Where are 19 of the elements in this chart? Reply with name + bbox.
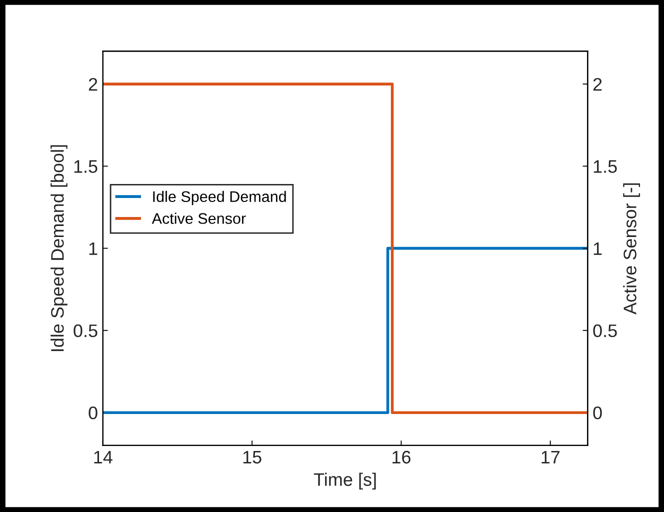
- y-tick-label: 0: [88, 406, 98, 420]
- x-tick-label: 14: [94, 450, 112, 464]
- y-tick-label: 2: [88, 78, 98, 91]
- y2-tick-label: 1: [594, 242, 602, 255]
- x-axis-title: Time [s]: [314, 472, 376, 490]
- y-tick-label: 0.5: [74, 324, 98, 338]
- y2-tick-label: 0: [593, 406, 602, 420]
- y2-tick-label: 1.5: [594, 160, 617, 173]
- legend-label: Active Sensor: [152, 212, 246, 224]
- x-tick-label: 16: [392, 450, 410, 464]
- y2-tick-label: 2: [593, 78, 602, 91]
- x-tick-label: 15: [243, 450, 262, 464]
- y2-tick-label: 0.5: [593, 324, 617, 338]
- legend-label: Idle Speed Demand: [153, 190, 286, 206]
- y-axis-title: Idle Speed Demand [bool]: [50, 145, 68, 352]
- x-tick-label: 17: [542, 450, 560, 464]
- y2-axis-title: Active Sensor [-]: [623, 183, 640, 315]
- y-tick-label: 1: [89, 242, 98, 255]
- y-tick-label: 1.5: [74, 160, 98, 173]
